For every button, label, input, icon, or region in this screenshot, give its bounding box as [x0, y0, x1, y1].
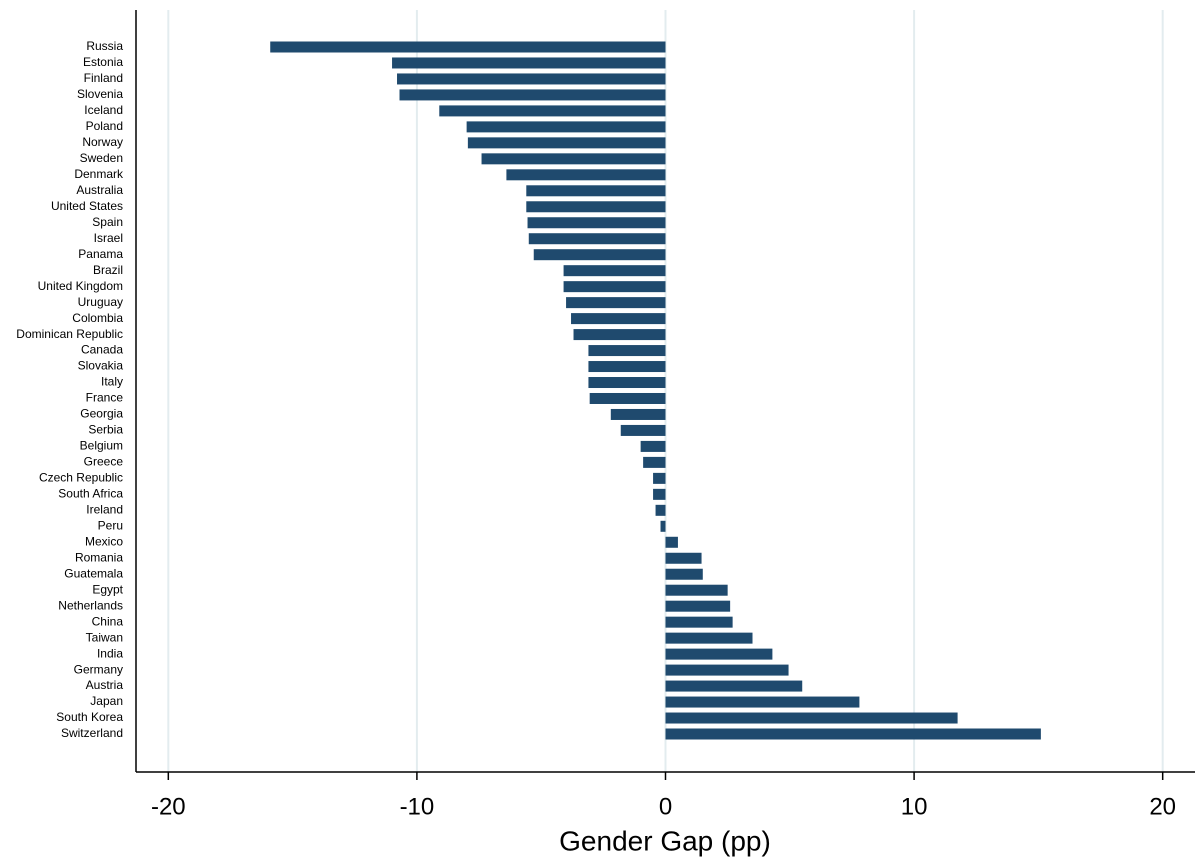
bar	[481, 153, 666, 165]
y-tick-label: Belgium	[80, 439, 123, 453]
y-tick-label: Uruguay	[78, 295, 123, 309]
bar	[665, 632, 753, 644]
bar	[665, 728, 1041, 740]
y-tick-label: Poland	[86, 119, 123, 133]
y-tick-label: Denmark	[74, 167, 124, 181]
bar	[610, 408, 666, 420]
y-tick-label: United Kingdom	[38, 279, 123, 293]
y-tick-label: Taiwan	[86, 630, 123, 644]
y-tick-label: Germany	[74, 662, 123, 676]
bar	[665, 664, 789, 676]
y-tick-label: Serbia	[88, 423, 123, 437]
bar	[665, 616, 733, 628]
bar	[526, 185, 666, 197]
bar	[397, 73, 666, 85]
bar	[439, 105, 666, 117]
y-tick-label: South Africa	[58, 487, 123, 501]
y-tick-label: United States	[51, 199, 123, 213]
y-tick-label: Georgia	[80, 407, 123, 421]
bar	[665, 600, 731, 612]
y-tick-label: Panama	[78, 247, 123, 261]
bar	[526, 201, 666, 213]
bar	[588, 345, 666, 357]
x-tick-label: 20	[1149, 793, 1176, 820]
bar	[571, 313, 666, 325]
bar	[506, 169, 666, 181]
y-tick-label: Ireland	[86, 502, 123, 516]
y-tick-label: Peru	[98, 518, 123, 532]
y-tick-label: Brazil	[93, 263, 123, 277]
y-tick-label: India	[97, 646, 123, 660]
bar	[665, 568, 703, 580]
bar	[620, 424, 666, 436]
bar	[588, 361, 666, 373]
bar	[655, 504, 666, 516]
bar	[588, 377, 666, 389]
y-tick-label: Austria	[86, 678, 124, 692]
bar	[589, 392, 666, 404]
y-tick-label: Romania	[75, 550, 123, 564]
bar	[665, 712, 958, 724]
bar	[563, 281, 666, 293]
bar	[665, 680, 803, 692]
y-tick-label: Japan	[90, 694, 123, 708]
y-tick-label: Slovakia	[78, 359, 124, 373]
y-tick-label: France	[86, 391, 124, 405]
y-tick-label: Iceland	[84, 103, 123, 117]
y-tick-label: Russia	[86, 39, 123, 53]
y-tick-label: Guatemala	[64, 566, 123, 580]
x-tick-label: 0	[659, 793, 672, 820]
y-tick-label: Norway	[82, 135, 123, 149]
bar	[660, 520, 666, 532]
bar	[665, 536, 678, 548]
y-tick-label: Czech Republic	[39, 471, 123, 485]
y-tick-label: Dominican Republic	[16, 327, 123, 341]
y-tick-label: Sweden	[80, 151, 123, 165]
x-tick-label: -20	[151, 793, 186, 820]
bar	[399, 89, 666, 101]
y-tick-label: Australia	[76, 183, 123, 197]
y-tick-label: South Korea	[56, 710, 123, 724]
y-tick-label: Switzerland	[61, 726, 123, 740]
bar	[563, 265, 666, 277]
y-tick-label: China	[92, 614, 124, 628]
bar	[665, 648, 773, 660]
bar	[653, 488, 666, 500]
y-tick-label: Spain	[92, 215, 123, 229]
y-tick-label: Finland	[84, 71, 123, 85]
x-tick-label: -10	[400, 793, 435, 820]
y-tick-label: Greece	[84, 455, 124, 469]
bar	[665, 584, 728, 596]
x-tick-label: 10	[901, 793, 928, 820]
bar	[665, 552, 702, 564]
bar	[392, 57, 666, 69]
y-tick-label: Italy	[101, 375, 123, 389]
y-tick-label: Slovenia	[77, 87, 123, 101]
bar	[573, 329, 666, 341]
bar	[640, 440, 666, 452]
bar	[467, 137, 666, 149]
bar	[643, 456, 666, 468]
bar	[270, 41, 666, 53]
y-tick-label: Netherlands	[58, 598, 123, 612]
bar	[528, 233, 666, 245]
y-tick-label: Mexico	[85, 534, 123, 548]
y-tick-label: Estonia	[83, 55, 123, 69]
bar	[533, 249, 666, 261]
y-tick-label: Canada	[81, 343, 123, 357]
bar	[665, 696, 860, 708]
bar	[466, 121, 666, 133]
bar	[527, 217, 666, 229]
bar	[566, 297, 666, 309]
bar	[653, 472, 666, 484]
y-tick-label: Colombia	[72, 311, 123, 325]
x-axis-title: Gender Gap (pp)	[559, 825, 771, 856]
y-tick-label: Israel	[94, 231, 123, 245]
y-tick-label: Egypt	[92, 582, 123, 596]
